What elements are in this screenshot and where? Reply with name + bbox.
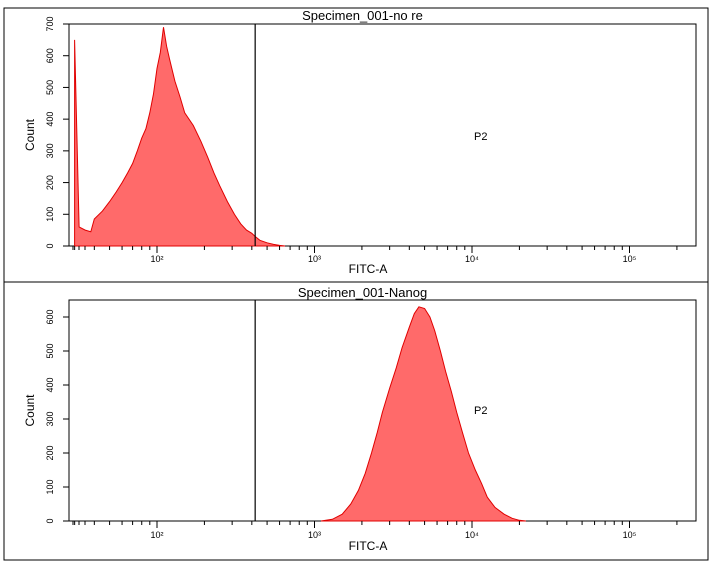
panel-title: Specimen_001-no re (302, 8, 423, 23)
y-axis: 0 100 200 300 400 500 600 700 (45, 16, 69, 249)
y-tick-label: 600 (45, 309, 55, 324)
histogram-panel-1: Specimen_001-no re P2 0 100 200 300 400 500 600 7… (23, 8, 697, 276)
gate-label: P2 (474, 131, 487, 143)
y-tick-label: 500 (45, 80, 55, 95)
y-axis-label: Count (23, 394, 37, 427)
y-axis-label: Count (23, 118, 37, 151)
x-tick-label: 10² (150, 254, 163, 264)
x-tick-label: 10⁴ (465, 254, 479, 264)
y-tick-label: 200 (45, 445, 55, 460)
x-tick-label: 10⁵ (623, 254, 637, 264)
y-tick-label: 300 (45, 143, 55, 158)
histogram-area (320, 306, 526, 522)
y-axis: 0 100 200 300 400 500 600 (45, 309, 69, 524)
x-axis: 10² 10³ 10⁴ 10⁵ (72, 521, 678, 540)
x-tick-label: 10⁴ (465, 530, 479, 540)
x-axis: 10² 10³ 10⁴ 10⁵ (72, 246, 678, 264)
y-tick-label: 200 (45, 175, 55, 190)
x-tick-label: 10³ (308, 254, 321, 264)
x-axis-label: FITC-A (349, 262, 388, 276)
x-axis-label: FITC-A (349, 539, 388, 553)
y-tick-label: 600 (45, 48, 55, 63)
gate-label: P2 (474, 405, 487, 417)
x-tick-label: 10⁵ (623, 530, 637, 540)
y-tick-label: 100 (45, 479, 55, 494)
x-tick-label: 10³ (308, 530, 321, 540)
x-tick-label: 10² (150, 530, 163, 540)
y-tick-label: 400 (45, 112, 55, 127)
histogram-area (74, 27, 286, 247)
panel-title: Specimen_001-Nanog (298, 285, 427, 300)
y-tick-label: 0 (45, 518, 55, 523)
y-tick-label: 700 (45, 16, 55, 31)
histogram-panel-2: Specimen_001-Nanog P2 0 100 200 300 400 500 600 C… (23, 285, 697, 553)
figure-border (3, 7, 709, 561)
y-tick-label: 400 (45, 377, 55, 392)
y-tick-label: 100 (45, 207, 55, 222)
y-tick-label: 300 (45, 411, 55, 426)
y-tick-label: 0 (45, 243, 55, 248)
y-tick-label: 500 (45, 343, 55, 358)
